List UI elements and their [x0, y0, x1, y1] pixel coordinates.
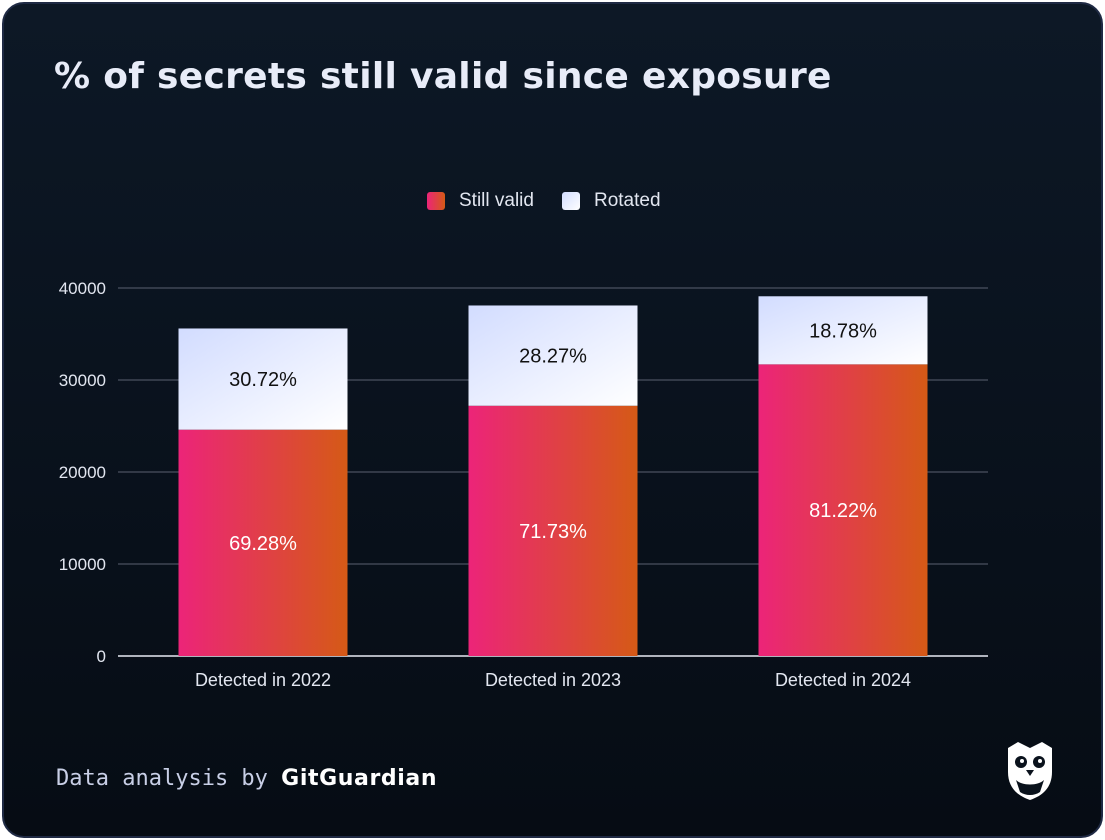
data-label-rotated-3: 18.78% — [809, 320, 877, 342]
bar-rotated-3[interactable] — [758, 296, 928, 365]
x-tick-label: Detected in 2024 — [775, 670, 911, 690]
x-tick-label: Detected in 2022 — [195, 670, 331, 690]
data-label-rotated-1: 30.72% — [229, 369, 297, 391]
data-label-still-valid-3: 81.22% — [809, 500, 877, 522]
chart-legend: Still valid Rotated — [427, 190, 689, 212]
footer-attribution: Data analysis by GitGuardian — [56, 766, 437, 791]
legend-item-rotated[interactable]: Rotated — [561, 190, 661, 212]
y-tick-label: 20000 — [59, 463, 106, 482]
legend-item-still-valid[interactable]: Still valid — [427, 190, 534, 212]
data-label-rotated-2: 28.27% — [519, 346, 587, 368]
footer-brand: GitGuardian — [281, 766, 438, 791]
y-tick-label: 10000 — [59, 555, 106, 574]
bar-rotated-2[interactable] — [468, 305, 638, 406]
x-tick-label: Detected in 2023 — [485, 670, 621, 690]
legend-label-rotated: Rotated — [593, 190, 661, 211]
gitguardian-owl-icon — [1008, 742, 1052, 800]
bar-rotated-1[interactable] — [178, 328, 348, 430]
y-tick-label: 40000 — [59, 279, 106, 298]
footer-prefix: Data analysis by — [56, 766, 268, 791]
legend-swatch-rotated — [561, 192, 580, 210]
data-label-still-valid-1: 69.28% — [229, 533, 297, 555]
legend-swatch-still-valid — [427, 192, 445, 210]
chart-title: % of secrets still valid since exposure — [54, 56, 832, 97]
bar-still-valid-3[interactable] — [758, 364, 928, 656]
legend-label-still-valid: Still valid — [459, 190, 534, 211]
bar-still-valid-2[interactable] — [468, 405, 638, 656]
bar-still-valid-1[interactable] — [178, 429, 348, 656]
y-tick-label: 0 — [97, 647, 106, 666]
y-tick-label: 30000 — [59, 371, 106, 390]
data-label-still-valid-2: 71.73% — [519, 521, 587, 543]
